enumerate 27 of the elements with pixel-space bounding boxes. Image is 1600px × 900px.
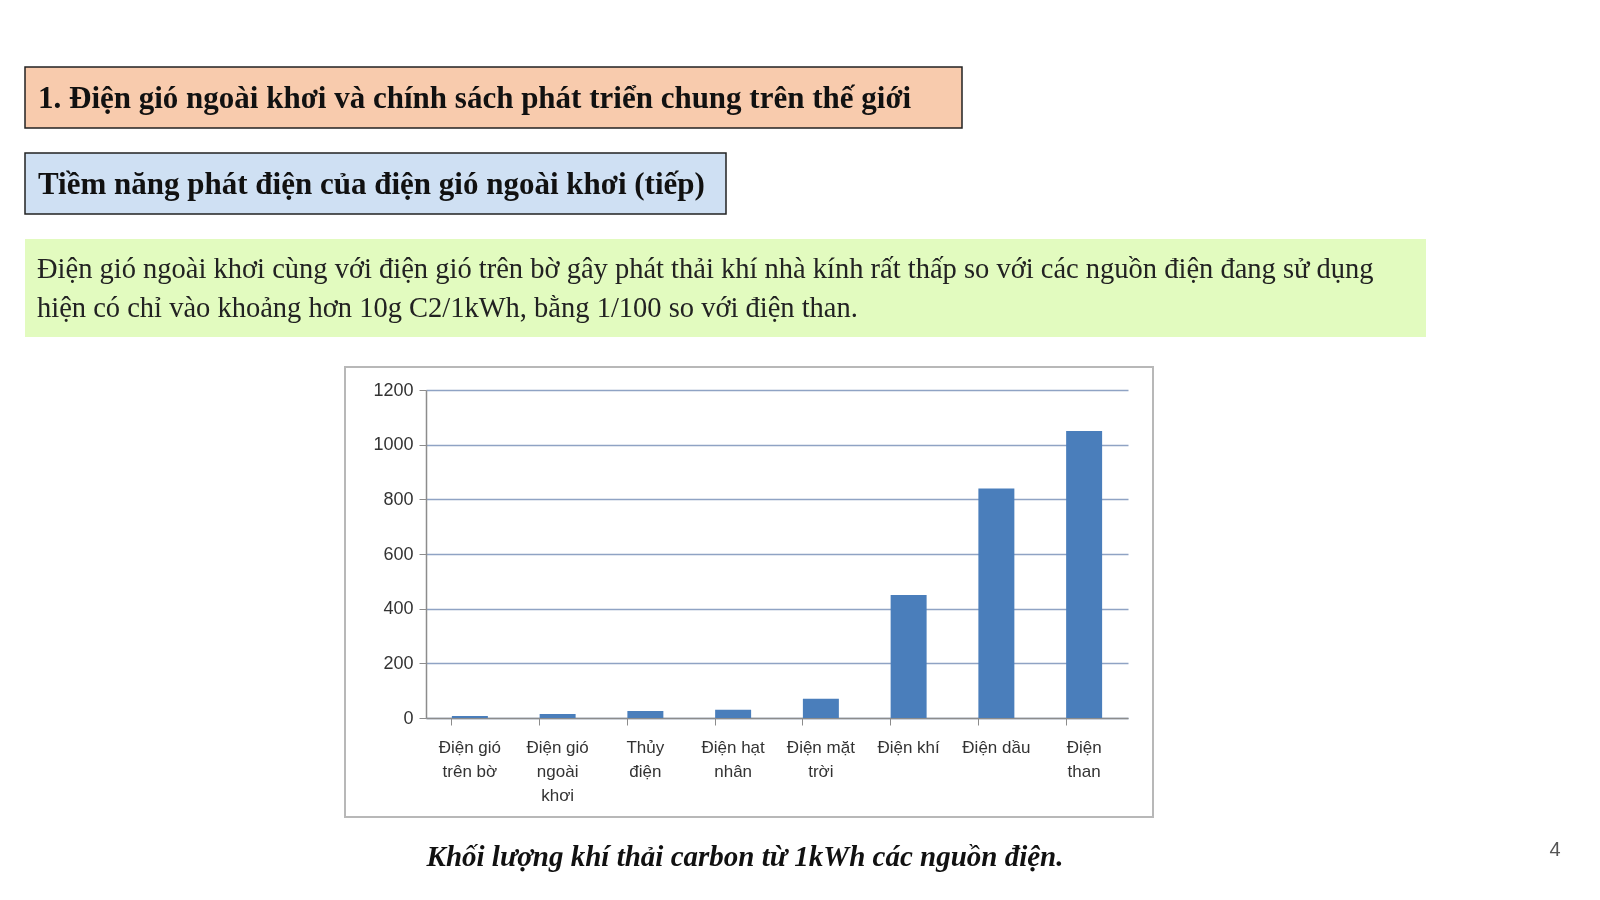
y-tick-label: 600 — [383, 543, 414, 564]
y-tick-label: 1000 — [373, 434, 414, 455]
bar — [715, 709, 752, 718]
chart-subtitle: Tiềm năng phát điện của điện gió ngoài khơi (tiếp) — [38, 166, 705, 201]
bar — [890, 595, 927, 718]
x-tick-label: Điện khí — [877, 737, 941, 757]
x-tick-label: Điện gió ngoài khơi — [526, 737, 589, 805]
y-tick-label: 400 — [383, 598, 414, 619]
text: 4 — [1549, 838, 1561, 860]
y-tick-label: 1200 — [373, 379, 414, 400]
bar — [802, 698, 839, 718]
text: Điện gió ngoài khơi cùng với điện gió trên bờ gây phát thải khí nhà kính rất thấp so với các nguồn điện đang sử dụng hiện có chỉ vào khoảng hơn 10g C2/1kWh, bằng 1/100 so với điện than. — [37, 253, 1374, 323]
y-tick-label: 800 — [383, 488, 414, 509]
y-tick-label: 200 — [383, 652, 414, 673]
bar — [539, 713, 576, 718]
x-tick-label: Điện dầu — [962, 737, 1031, 757]
y-tick-label: 0 — [403, 707, 414, 728]
bar — [627, 710, 664, 718]
x-tick-label: Điện hạt nhân — [701, 737, 766, 781]
x-tick-label: Điện than — [1066, 737, 1102, 781]
bar — [978, 488, 1015, 718]
chart-title: 1. Điện gió ngoài khơi và chính sách phát triển chung trên thế giới — [38, 80, 912, 115]
x-tick-label: Thủy điện — [626, 737, 665, 781]
x-tick-label: Điện mặt trời — [786, 737, 856, 781]
bar — [1066, 431, 1103, 718]
text: Khối lượng khí thải carbon từ 1kWh các nguồn điện. — [425, 840, 1064, 872]
x-tick-label: Điện gió trên bờ — [438, 737, 502, 781]
